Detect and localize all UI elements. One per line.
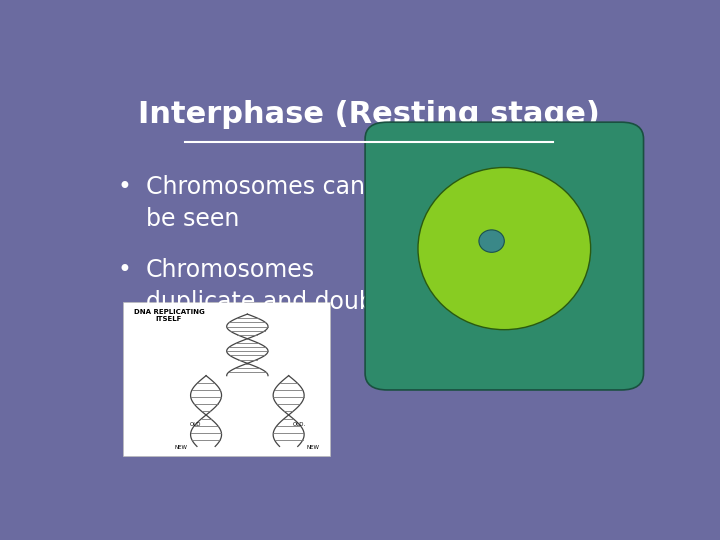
Ellipse shape	[479, 230, 504, 252]
Text: DNA REPLICATING
ITSELF: DNA REPLICATING ITSELF	[133, 309, 204, 322]
Text: Interphase (Resting stage): Interphase (Resting stage)	[138, 100, 600, 129]
Text: •: •	[118, 258, 132, 282]
Text: NEW: NEW	[175, 445, 188, 450]
Text: •: •	[118, 175, 132, 199]
Text: OLD: OLD	[190, 422, 202, 427]
Ellipse shape	[418, 167, 590, 329]
Text: NEW: NEW	[307, 445, 320, 450]
Text: OLD.: OLD.	[292, 422, 305, 427]
Text: Chromosomes cannot
be seen: Chromosomes cannot be seen	[145, 175, 403, 231]
FancyBboxPatch shape	[365, 122, 644, 390]
FancyBboxPatch shape	[377, 131, 631, 381]
FancyBboxPatch shape	[124, 302, 330, 456]
Text: Chromosomes
duplicate and double
in number: Chromosomes duplicate and double in numb…	[145, 258, 395, 346]
